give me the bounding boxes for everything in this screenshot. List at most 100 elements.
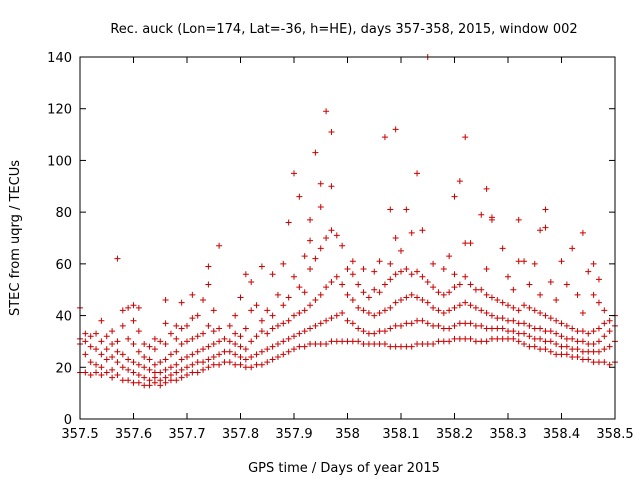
data-point <box>162 320 169 327</box>
data-point <box>365 309 372 316</box>
data-point <box>355 304 362 311</box>
data-point <box>296 193 303 200</box>
data-point <box>403 343 410 350</box>
data-point <box>98 351 105 358</box>
data-point <box>531 260 538 267</box>
data-point <box>328 128 335 135</box>
data-point <box>376 341 383 348</box>
data-point <box>184 372 190 379</box>
data-point <box>574 353 581 360</box>
data-point <box>542 224 549 231</box>
data-point <box>601 320 608 327</box>
data-point <box>381 281 388 288</box>
data-point <box>408 291 415 298</box>
data-point <box>205 281 212 288</box>
data-point <box>344 338 351 345</box>
data-point <box>478 338 485 345</box>
data-point <box>226 348 233 355</box>
data-point <box>392 235 399 241</box>
data-point <box>291 170 297 177</box>
data-point <box>349 271 356 278</box>
data-point <box>167 330 174 337</box>
data-point <box>585 330 592 337</box>
data-point <box>200 330 207 337</box>
data-point <box>173 361 180 368</box>
data-point <box>505 328 511 335</box>
data-point <box>109 328 116 335</box>
data-point <box>515 338 522 345</box>
data-point <box>114 255 121 262</box>
data-point <box>189 351 196 358</box>
data-point <box>440 325 447 332</box>
data-point <box>371 341 378 348</box>
data-point <box>494 315 501 322</box>
data-point <box>312 297 319 304</box>
data-point <box>258 317 265 324</box>
data-point <box>563 335 570 342</box>
data-point <box>381 307 388 314</box>
data-point <box>349 320 356 327</box>
data-point <box>558 351 565 358</box>
data-point <box>178 299 185 306</box>
data-point <box>141 341 148 348</box>
data-point <box>472 338 479 345</box>
data-point <box>178 325 185 332</box>
y-tick-label: 60 <box>55 258 72 273</box>
data-point <box>510 304 517 311</box>
data-point <box>585 268 592 275</box>
data-point <box>301 307 308 314</box>
data-point <box>456 178 463 185</box>
data-point <box>167 364 174 371</box>
data-point <box>253 361 260 368</box>
data-point <box>414 341 421 348</box>
data-point <box>537 227 544 234</box>
data-point <box>430 260 437 267</box>
data-point <box>579 309 586 316</box>
data-point <box>547 328 554 335</box>
data-point <box>424 299 431 306</box>
data-point <box>579 338 586 345</box>
data-point <box>387 276 394 283</box>
data-point <box>93 361 100 368</box>
data-point <box>521 258 528 265</box>
data-point <box>248 278 255 285</box>
data-point <box>403 320 410 327</box>
data-point <box>435 307 442 314</box>
data-point <box>558 343 565 350</box>
data-point <box>237 333 244 340</box>
data-point <box>499 315 506 322</box>
data-point <box>242 346 249 353</box>
data-point <box>291 273 297 280</box>
data-point <box>141 364 148 371</box>
data-point <box>216 242 223 249</box>
data-point <box>339 338 346 345</box>
data-point <box>130 359 137 366</box>
data-point <box>526 322 533 329</box>
data-point <box>483 266 490 273</box>
data-point <box>135 361 142 368</box>
data-point <box>478 307 485 314</box>
data-point <box>505 335 511 342</box>
data-point <box>194 369 201 376</box>
data-point <box>376 309 383 316</box>
data-point <box>537 291 544 298</box>
data-point <box>184 353 190 360</box>
data-point <box>515 330 522 337</box>
data-point <box>478 286 485 293</box>
data-point <box>109 341 116 348</box>
data-point <box>392 126 399 133</box>
data-point <box>157 382 164 389</box>
data-point <box>103 333 110 340</box>
data-point <box>414 294 421 301</box>
data-point <box>189 291 196 298</box>
data-point <box>440 309 447 316</box>
data-point <box>242 325 249 332</box>
data-point <box>472 322 479 329</box>
data-point <box>285 317 292 324</box>
data-point <box>130 379 137 386</box>
data-point <box>553 351 560 358</box>
data-point <box>590 260 597 267</box>
data-point <box>125 377 132 384</box>
data-point <box>408 320 415 327</box>
data-point <box>462 134 469 141</box>
